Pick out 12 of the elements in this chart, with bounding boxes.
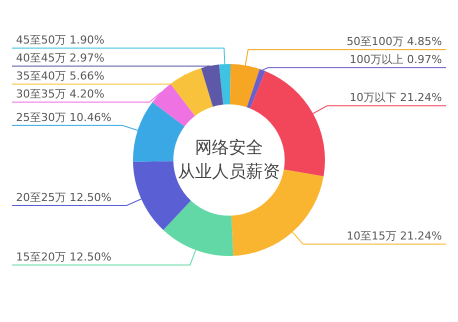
text: 网络安全从业人员薪资 — [178, 137, 280, 184]
slice-label: 35至40万 5.66% — [16, 69, 104, 82]
slice-label: 100万以上 0.97% — [350, 52, 442, 66]
slice-label: 30至35万 4.20% — [16, 87, 104, 100]
slice-label: 45至50万 1.90% — [16, 33, 104, 46]
slice-label: 25至30万 10.46% — [16, 110, 112, 124]
slice-label: 20至25万 12.50% — [16, 190, 112, 204]
slice-label: 40至45万 2.97% — [16, 51, 104, 64]
slice-label: 50至100万 4.85% — [346, 34, 442, 48]
slice-label: 10至15万 21.24% — [346, 229, 442, 242]
slice-label: 10万以下 21.24% — [350, 91, 442, 104]
slice-label: 15至20万 12.50% — [16, 250, 112, 264]
